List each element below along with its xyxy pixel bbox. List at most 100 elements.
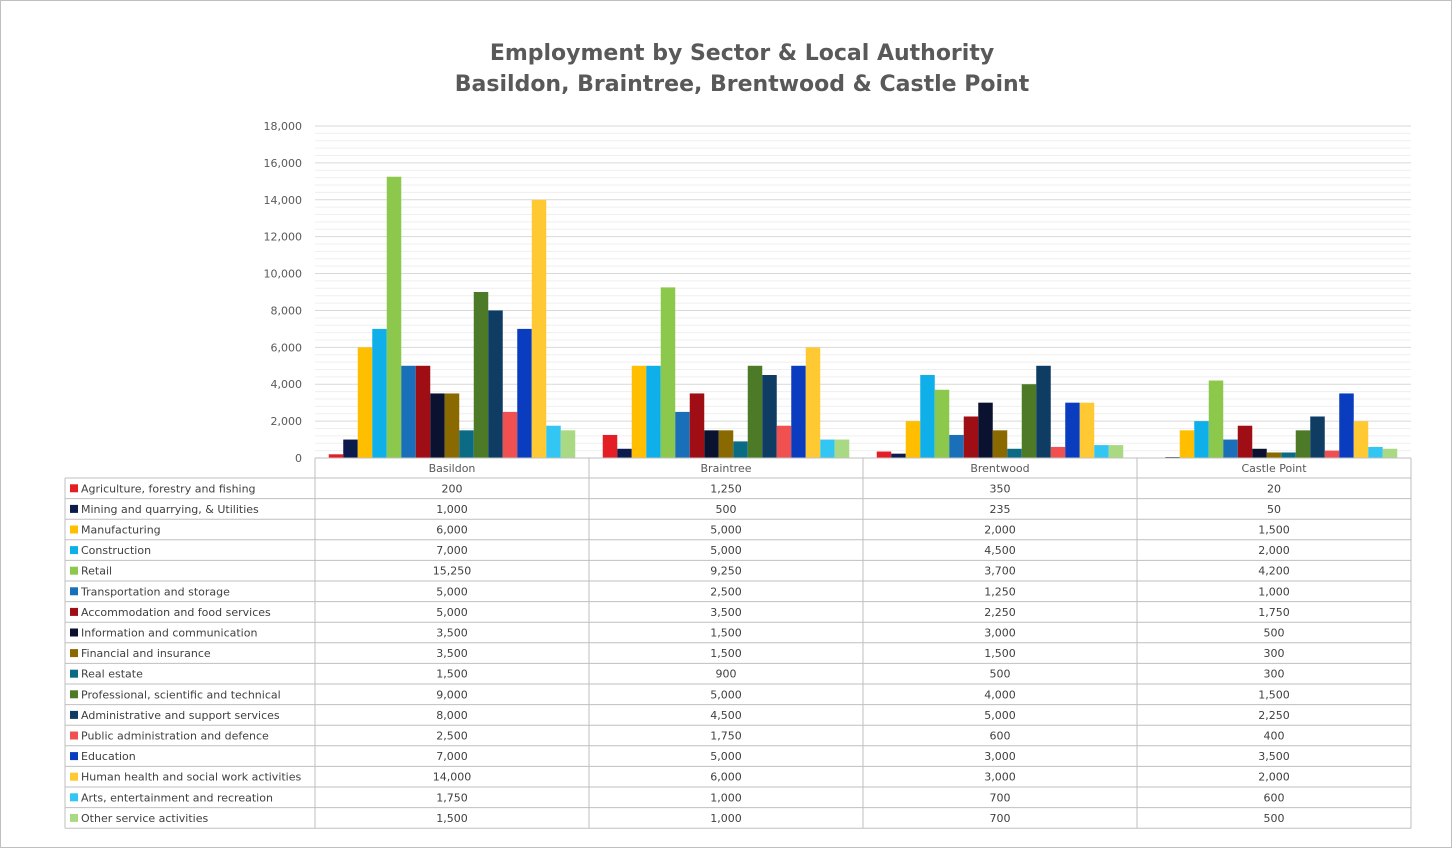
bar [934, 389, 950, 458]
legend-key [70, 731, 78, 740]
bar [1223, 439, 1238, 458]
bar [617, 448, 632, 458]
legend-entry: Retail [81, 565, 112, 578]
table-cell-value: 7,000 [436, 750, 468, 763]
table-cell-value: 4,200 [1258, 565, 1290, 578]
table-cell-value: 2,000 [984, 524, 1016, 537]
legend-key [70, 607, 78, 616]
y-tick-label: 18,000 [264, 120, 303, 133]
table-cell-value: 1,500 [436, 668, 468, 681]
legend-key [70, 546, 78, 555]
legend-key [70, 690, 78, 699]
legend-key [70, 710, 78, 719]
legend-entry: Human health and social work activities [81, 771, 302, 784]
table-cell-value: 5,000 [710, 524, 742, 537]
table-cell-value: 1,500 [1258, 688, 1290, 701]
table-cell-value: 200 [442, 482, 463, 495]
bar [631, 365, 647, 458]
bar [1021, 384, 1037, 458]
bar [675, 411, 690, 458]
bar [488, 310, 503, 458]
bar [834, 439, 850, 458]
table-cell-value: 1,750 [710, 730, 742, 743]
legend-key [70, 649, 78, 658]
legend-key [70, 525, 78, 534]
bar [660, 287, 676, 458]
table-cell-value: 1,250 [984, 585, 1016, 598]
bar [920, 375, 935, 458]
legend-key [70, 669, 78, 678]
table-cell-value: 600 [1264, 791, 1285, 804]
legend-key [70, 813, 78, 822]
bar [473, 292, 489, 458]
legend-key [70, 628, 78, 637]
bar [949, 434, 964, 458]
table-cell-value: 600 [990, 730, 1011, 743]
table-cell-value: 700 [990, 812, 1011, 825]
table-cell-value: 5,000 [436, 585, 468, 598]
table-cell-value: 1,500 [710, 627, 742, 640]
legend-key [70, 504, 78, 513]
bar [876, 451, 892, 458]
table-cell-value: 1,500 [1258, 524, 1290, 537]
x-category-label: Basildon [429, 462, 476, 475]
table-cell-value: 9,000 [436, 688, 468, 701]
bar [891, 453, 906, 458]
legend-entry: Administrative and support services [81, 709, 280, 722]
table-cell-value: 3,000 [984, 627, 1016, 640]
table-cell-value: 235 [990, 503, 1011, 516]
table-cell-value: 5,000 [984, 709, 1016, 722]
table-cell-value: 4,000 [984, 688, 1016, 701]
legend-entry: Financial and insurance [81, 647, 211, 660]
bar [1237, 425, 1253, 458]
bar [386, 176, 402, 458]
x-category-label: Castle Point [1241, 462, 1307, 475]
table-cell-value: 15,250 [433, 565, 472, 578]
x-category-label: Braintree [701, 462, 752, 475]
table-cell-value: 1,500 [710, 647, 742, 660]
table-cell-value: 7,000 [436, 544, 468, 557]
table-cell-value: 8,000 [436, 709, 468, 722]
bar [546, 425, 561, 458]
bar [805, 347, 821, 458]
legend-entry: Information and communication [81, 627, 257, 640]
legend-entry: Arts, entertainment and recreation [81, 791, 273, 804]
table-cell-value: 350 [990, 482, 1011, 495]
table-cell-value: 3,500 [436, 627, 468, 640]
data-table: Basildon Braintree Brentwood Castle Point Ag… [64, 457, 1412, 829]
table-cell-value: 300 [1264, 668, 1285, 681]
bar [1353, 421, 1369, 458]
table-cell-value: 4,500 [984, 544, 1016, 557]
bar [1281, 452, 1296, 458]
y-tick-label: 8,000 [271, 304, 303, 317]
legend-key [70, 772, 78, 781]
table-cell-value: 14,000 [433, 771, 472, 784]
bar [646, 365, 661, 458]
table-cell-value: 3,500 [436, 647, 468, 660]
bar [1007, 448, 1022, 458]
table-cell-value: 1,000 [1258, 585, 1290, 598]
y-tick-label: 10,000 [264, 268, 303, 281]
bar [602, 434, 618, 458]
bar [430, 393, 445, 458]
legend-entry: Accommodation and food services [81, 606, 271, 619]
table-cell-value: 4,500 [710, 709, 742, 722]
table-cell-value: 400 [1264, 730, 1285, 743]
bar [905, 421, 921, 458]
table-cell-value: 3,500 [710, 606, 742, 619]
y-tick-label: 6,000 [271, 341, 303, 354]
legend-entry: Mining and quarrying, & Utilities [81, 503, 259, 516]
table-cell-value: 1,000 [710, 812, 742, 825]
legend-key [70, 587, 78, 596]
bar [1179, 430, 1195, 458]
table-cell-value: 1,500 [436, 812, 468, 825]
bar [747, 365, 763, 458]
legend-entry: Other service activities [81, 812, 208, 825]
x-category-label: Brentwood [970, 462, 1029, 475]
legend-entry: Agriculture, forestry and fishing [81, 482, 256, 495]
table-cell-value: 3,000 [984, 750, 1016, 763]
bar [328, 454, 344, 458]
bar [718, 430, 734, 458]
bar [791, 365, 806, 458]
